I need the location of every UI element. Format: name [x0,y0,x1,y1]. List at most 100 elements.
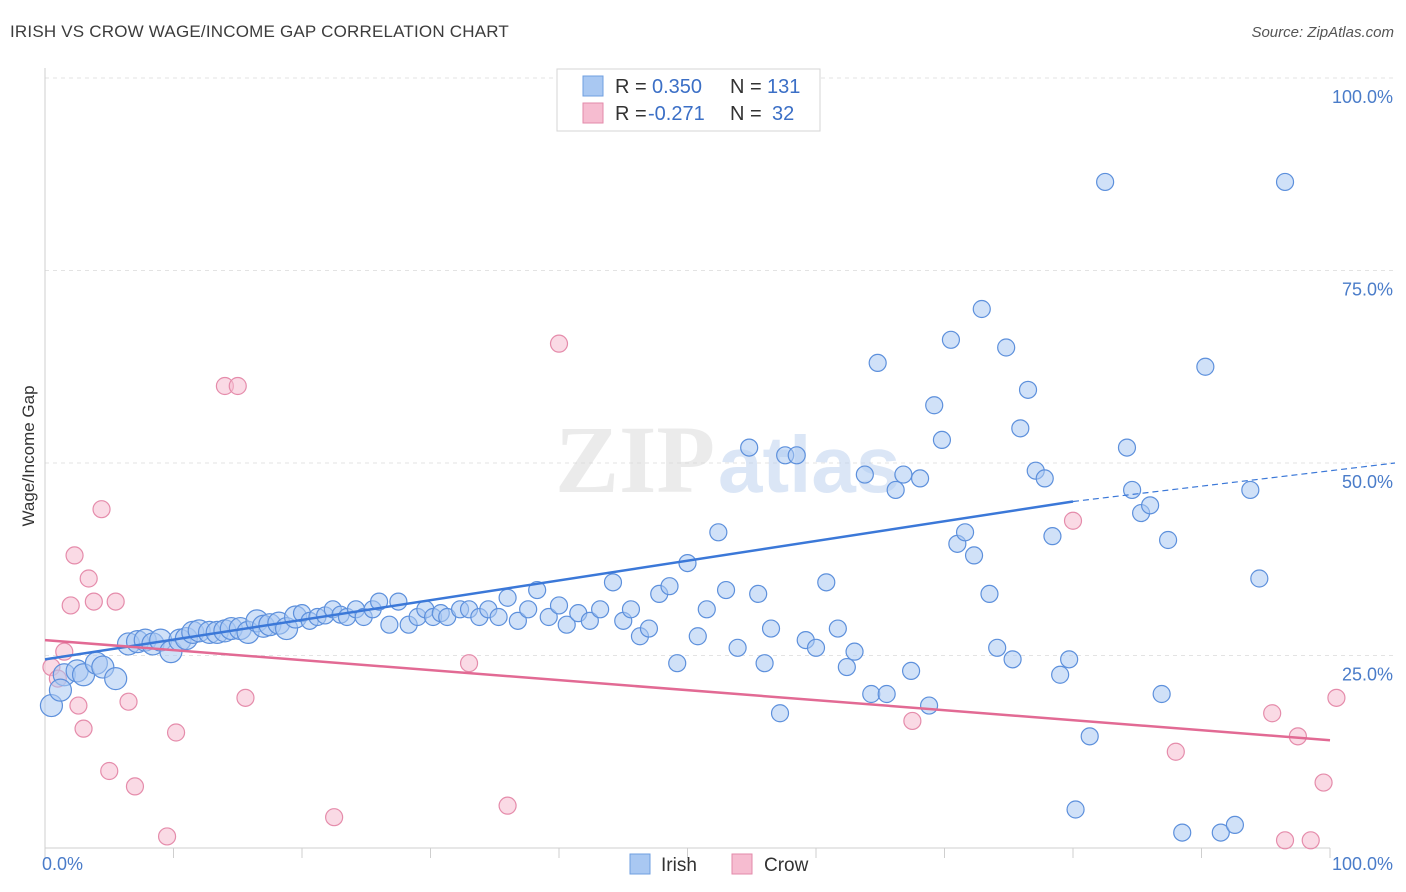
x-tick-label: 0.0% [42,854,83,874]
legend-irish-n-value: 131 [767,76,800,98]
irish-point [955,523,975,542]
irish-point [489,607,508,627]
irish-point [817,573,836,592]
irish-point [678,553,697,573]
crow-point [1063,511,1083,530]
crow-point [549,334,569,353]
crow-point [1301,831,1320,850]
legend-crow-swatch [582,102,604,124]
irish-point [740,438,759,457]
irish-point [104,666,128,691]
chart-source: Source: ZipAtlas.com [1251,24,1394,41]
series-legend-crow-label: Crow [764,855,809,876]
legend-crow-r-label: R = [615,103,647,125]
series-legend: Irish Crow [629,853,809,876]
irish-series [39,172,1295,842]
irish-point [988,638,1007,657]
irish-point [1011,419,1030,438]
irish-point [925,396,944,415]
irish-point [668,654,687,673]
irish-point [1140,496,1160,515]
series-legend-irish-swatch [629,853,651,875]
crow-point [325,808,344,827]
irish-point [1173,823,1192,842]
crow-point [74,719,93,738]
watermark-atlas: atlas [718,420,900,509]
irish-point [660,577,679,596]
crow-point [157,827,177,846]
irish-point [580,611,599,630]
crow-point [106,592,125,611]
irish-point [688,627,707,646]
irish-point [728,638,747,657]
irish-point [508,611,527,630]
irish-point [1035,469,1054,488]
crow-point [1314,773,1333,792]
crow-point [65,546,84,565]
irish-point [1117,438,1137,457]
crow-point [236,688,255,707]
irish-trend-line [44,500,1074,661]
y-tick-label: 50.0% [1342,472,1393,492]
crow-point [166,723,186,742]
crow-point [1166,742,1185,761]
irish-point [621,600,641,619]
irish-point [1060,650,1079,669]
crow-point [100,761,119,781]
crow-point [1327,688,1346,707]
irish-point [837,657,856,677]
irish-point [828,619,847,638]
irish-point [380,615,399,634]
irish-point [1250,569,1269,588]
crow-point [79,569,98,588]
irish-point [997,338,1016,357]
irish-point [716,580,736,600]
crow-point [1275,831,1295,850]
legend-crow-n-value: 32 [772,103,794,125]
irish-point [549,596,569,615]
crow-point [92,500,111,519]
irish-point [48,678,73,702]
irish-point [868,353,887,372]
irish-point [1158,530,1178,550]
irish-point [1225,815,1245,835]
legend-irish-n-label: N = [730,76,762,98]
irish-point [1152,684,1171,704]
crow-point [903,711,922,731]
irish-point [519,600,538,619]
y-axis-tick-labels: 25.0% 50.0% 75.0% 100.0% [1332,87,1393,685]
x-tick-label: 100.0% [1332,854,1393,874]
crow-point [459,654,479,673]
irish-point [1051,665,1070,684]
irish-point [697,600,716,619]
irish-point [806,638,826,657]
crow-trend-line [44,638,1331,742]
irish-point [1080,727,1099,746]
irish-point [1043,527,1062,546]
irish-point [862,684,881,704]
irish-point [855,465,874,484]
irish-point [1211,823,1230,842]
irish-point [894,465,913,484]
irish-point [910,469,930,488]
irish-point [877,684,896,704]
grid-lines [45,77,1395,656]
irish-point [964,546,984,565]
irish-point [603,573,623,592]
irish-point [886,480,905,500]
irish-point [761,619,781,638]
legend-crow-r-value: -0.271 [648,103,705,125]
irish-point [755,654,774,673]
y-tick-label: 75.0% [1342,280,1393,300]
irish-point [389,592,408,611]
irish-point [1123,480,1142,500]
irish-point [972,299,991,319]
legend-irish-r-value: 0.350 [652,76,702,98]
irish-point [639,619,659,638]
crow-point [61,596,80,615]
irish-point [932,430,952,449]
series-legend-crow-swatch [731,853,753,875]
irish-point [1018,380,1038,399]
correlation-legend: R = 0.350 N = 131 R = -0.271 N = 32 [556,68,821,132]
